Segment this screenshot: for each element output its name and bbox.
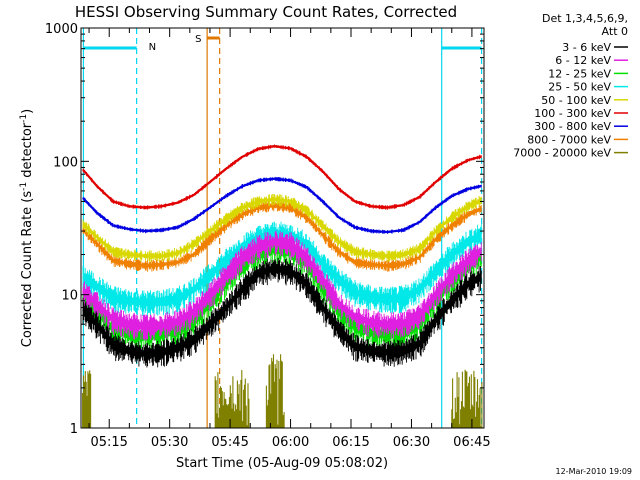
- series-group: [82, 199, 482, 272]
- y-axis-label-end: ): [20, 109, 35, 114]
- series-line: [82, 145, 482, 209]
- series-group: [82, 144, 482, 210]
- series-line: [82, 203, 482, 267]
- legend-entry-label: 25 - 50 keV: [548, 81, 611, 94]
- series-line: [82, 267, 482, 355]
- series-7000-20000-spikes: [82, 354, 483, 428]
- y-tick-label: 100: [53, 155, 78, 170]
- y-axis-label: Corrected Count Rate (s-1 detector-1): [19, 109, 35, 347]
- x-tick-label: 06:30: [393, 435, 430, 450]
- series-group: [82, 230, 482, 341]
- night-marker-label: N: [149, 42, 156, 53]
- x-tick-label: 05:30: [151, 435, 188, 450]
- render-timestamp: 12-Mar-2010 19:09: [556, 467, 633, 476]
- series-group: [82, 194, 482, 263]
- legend-entry-label: 12 - 25 keV: [548, 67, 611, 80]
- x-tick-label: 06:45: [453, 435, 490, 450]
- series-layer: [82, 144, 483, 428]
- y-tick-label: 1: [70, 422, 78, 437]
- legend-entry-label: 7000 - 20000 keV: [513, 147, 611, 160]
- legend-header-line2: Att 0: [602, 25, 628, 38]
- x-tick-label: 06:15: [332, 435, 369, 450]
- chart-title: HESSI Observing Summary Count Rates, Cor…: [75, 3, 457, 21]
- series-group: [82, 176, 482, 234]
- legend-entry-label: 100 - 300 keV: [534, 107, 611, 120]
- legend-entry-label: 50 - 100 keV: [541, 94, 611, 107]
- legend-entry-label: 300 - 800 keV: [534, 120, 611, 133]
- x-tick-label: 06:00: [272, 435, 309, 450]
- y-axis-label-exp2: -1: [19, 114, 29, 123]
- legend-entry-label: 800 - 7000 keV: [527, 133, 611, 146]
- legend-header-line1: Det 1,3,4,5,6,9,: [542, 12, 628, 25]
- legend-entry-label: 6 - 12 keV: [555, 54, 611, 67]
- series-line: [82, 177, 482, 234]
- y-axis-label-exp1: -1: [19, 182, 29, 191]
- x-tick-label: 05:45: [211, 435, 248, 450]
- series-line: [82, 198, 482, 258]
- plot-frame: [80, 27, 485, 429]
- series-line: [82, 240, 482, 328]
- series-group: [82, 257, 482, 368]
- y-tick-label: 1000: [45, 22, 78, 37]
- axis-layer: 1 10 100 1000 05:15 05:30 05:45 06:00 06:15 06:30…: [45, 22, 491, 450]
- spike-bursts: [82, 354, 483, 428]
- x-tick-label: 05:15: [90, 435, 127, 450]
- legend-entry-label: 3 - 6 keV: [562, 41, 611, 54]
- y-axis-label-main: Corrected Count Rate (s: [20, 191, 35, 348]
- saa-marker-label: S: [195, 34, 201, 45]
- y-axis-label-mid: detector: [20, 122, 35, 182]
- y-tick-label: 10: [61, 289, 78, 304]
- x-axis-label: Start Time (05-Aug-09 05:08:02): [176, 456, 388, 471]
